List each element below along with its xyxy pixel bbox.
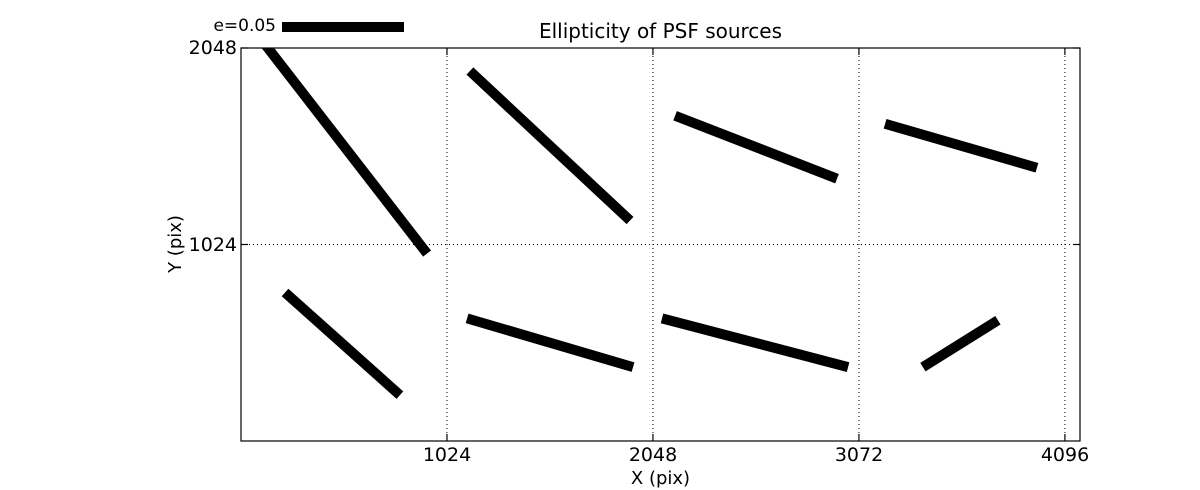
ellipticity-whisker [660, 313, 850, 372]
axes-frame [240, 47, 1081, 442]
ellipticity-whisker [673, 111, 839, 184]
ellipticity-whisker [883, 118, 1039, 173]
ellipticity-whisker [920, 316, 1001, 372]
x-tick-label-1024: 1024 [422, 444, 472, 466]
ellipticity-whisker [261, 48, 432, 257]
x-tick-label-4096: 4096 [1040, 444, 1090, 466]
x-tick-label-2048: 2048 [628, 444, 678, 466]
x-axis-label: X (pix) [630, 468, 691, 489]
chart-title: Ellipticity of PSF sources [538, 19, 783, 43]
ellipticity-whisker [281, 288, 404, 399]
y-tick-label-1024: 1024 [188, 234, 237, 256]
legend-label: e=0.05 [213, 16, 276, 36]
ellipticity-whisker [466, 67, 634, 225]
x-tick-label-3072: 3072 [834, 444, 884, 466]
y-tick-label-2048: 2048 [188, 37, 237, 59]
ellipticity-whisker [465, 313, 635, 372]
